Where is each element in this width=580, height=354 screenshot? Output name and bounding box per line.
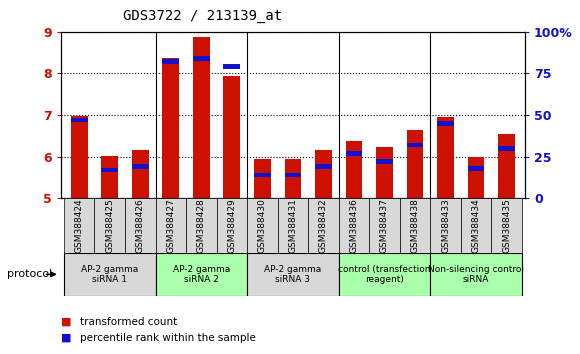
- Bar: [346, 141, 362, 198]
- Text: AP-2 gamma
siRNA 3: AP-2 gamma siRNA 3: [264, 265, 321, 284]
- Bar: [254, 173, 271, 177]
- Bar: [407, 130, 423, 198]
- Bar: [223, 75, 240, 198]
- Bar: [155, 253, 247, 296]
- Text: GSM388431: GSM388431: [288, 198, 298, 253]
- Bar: [186, 198, 216, 253]
- Bar: [407, 143, 423, 147]
- Bar: [339, 198, 369, 253]
- Text: GSM388428: GSM388428: [197, 198, 206, 253]
- Bar: [64, 198, 95, 253]
- Text: GSM388438: GSM388438: [411, 198, 419, 253]
- Bar: [162, 59, 179, 64]
- Text: ■: ■: [61, 317, 71, 327]
- Text: AP-2 gamma
siRNA 1: AP-2 gamma siRNA 1: [81, 265, 139, 284]
- Bar: [216, 198, 247, 253]
- Text: control (transfection
reagent): control (transfection reagent): [338, 265, 431, 284]
- Text: transformed count: transformed count: [80, 317, 177, 327]
- Bar: [498, 134, 515, 198]
- Bar: [400, 198, 430, 253]
- Bar: [71, 118, 88, 122]
- Bar: [285, 159, 301, 198]
- Bar: [467, 158, 484, 198]
- Bar: [498, 146, 515, 151]
- Text: protocol: protocol: [7, 269, 52, 279]
- Bar: [254, 159, 271, 198]
- Bar: [430, 253, 522, 296]
- Text: GSM388434: GSM388434: [472, 198, 481, 253]
- Bar: [278, 198, 308, 253]
- Bar: [247, 198, 278, 253]
- Text: percentile rank within the sample: percentile rank within the sample: [80, 333, 256, 343]
- Bar: [155, 198, 186, 253]
- Bar: [437, 121, 454, 126]
- Bar: [102, 156, 118, 198]
- Bar: [125, 198, 155, 253]
- Text: AP-2 gamma
siRNA 2: AP-2 gamma siRNA 2: [173, 265, 230, 284]
- Bar: [247, 253, 339, 296]
- Bar: [132, 150, 148, 198]
- Text: GSM388425: GSM388425: [105, 198, 114, 253]
- Bar: [430, 198, 461, 253]
- Text: GSM388424: GSM388424: [75, 198, 84, 253]
- Bar: [64, 253, 155, 296]
- Bar: [193, 37, 210, 198]
- Text: Non-silencing control
siRNA: Non-silencing control siRNA: [428, 265, 524, 284]
- Bar: [132, 164, 148, 169]
- Bar: [369, 198, 400, 253]
- Text: GSM388433: GSM388433: [441, 198, 450, 253]
- Bar: [376, 159, 393, 164]
- Text: GSM388432: GSM388432: [319, 198, 328, 253]
- Bar: [315, 164, 332, 169]
- Bar: [467, 166, 484, 171]
- Text: GSM388436: GSM388436: [350, 198, 358, 253]
- Bar: [193, 56, 210, 61]
- Bar: [162, 58, 179, 198]
- Text: GSM388426: GSM388426: [136, 198, 145, 253]
- Text: ■: ■: [61, 333, 71, 343]
- Bar: [71, 116, 88, 198]
- Bar: [376, 148, 393, 198]
- Text: GDS3722 / 213139_at: GDS3722 / 213139_at: [124, 9, 282, 23]
- Bar: [437, 117, 454, 198]
- Text: GSM388429: GSM388429: [227, 198, 236, 253]
- Bar: [491, 198, 522, 253]
- Bar: [308, 198, 339, 253]
- Bar: [223, 64, 240, 69]
- Bar: [315, 150, 332, 198]
- Bar: [461, 198, 491, 253]
- Text: GSM388427: GSM388427: [166, 198, 175, 253]
- Text: GSM388430: GSM388430: [258, 198, 267, 253]
- Bar: [346, 151, 362, 156]
- Text: GSM388437: GSM388437: [380, 198, 389, 253]
- Bar: [102, 168, 118, 172]
- Bar: [339, 253, 430, 296]
- Text: GSM388435: GSM388435: [502, 198, 511, 253]
- Bar: [95, 198, 125, 253]
- Bar: [285, 173, 301, 177]
